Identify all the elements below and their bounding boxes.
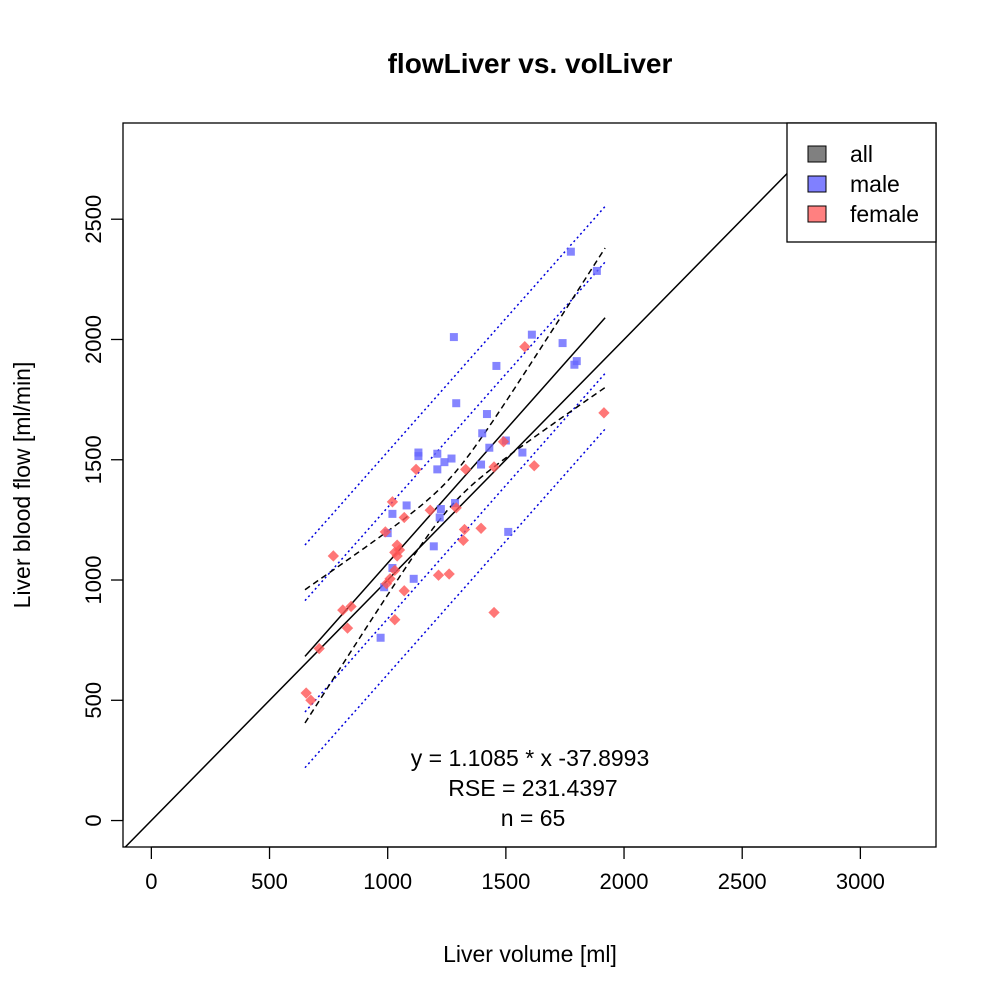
- point-male: [592, 266, 601, 275]
- point-female: [410, 463, 422, 476]
- point-male: [558, 339, 567, 348]
- x-tick-label: 500: [251, 869, 288, 894]
- legend-label-male: male: [850, 171, 900, 197]
- chart-title: flowLiver vs. volLiver: [388, 48, 673, 79]
- y-tick-label: 2500: [81, 195, 106, 244]
- point-female: [398, 511, 410, 524]
- point-female: [457, 534, 469, 546]
- prediction-band-line: [304, 428, 606, 769]
- point-male: [527, 330, 536, 339]
- x-axis: 0 500 1000 1500 2000 2500 3000: [145, 846, 885, 894]
- point-female: [300, 687, 312, 699]
- plot-lines-group: [124, 123, 838, 847]
- point-female: [598, 407, 610, 419]
- point-female: [450, 502, 462, 514]
- x-tick-label: 3000: [836, 869, 885, 894]
- y-tick-label: 2000: [81, 315, 106, 364]
- x-tick-label: 2000: [600, 869, 649, 894]
- point-female: [488, 461, 500, 473]
- point-male: [388, 509, 397, 518]
- y-tick-label: 1500: [81, 435, 106, 484]
- point-female: [389, 564, 401, 577]
- point-male: [435, 513, 444, 522]
- x-tick-label: 0: [145, 869, 157, 894]
- point-male: [429, 542, 438, 551]
- identity-line: [124, 123, 838, 847]
- y-tick-label: 1000: [81, 556, 106, 605]
- point-male: [570, 360, 579, 369]
- point-male: [518, 448, 527, 457]
- regression-equation: y = 1.1085 * x -37.8993: [411, 745, 649, 771]
- point-male: [449, 333, 458, 342]
- point-female: [443, 568, 455, 580]
- point-female: [460, 463, 472, 476]
- point-male: [482, 410, 491, 419]
- y-axis: 0 500 1000 1500 2000 2500: [81, 195, 124, 827]
- point-female: [519, 341, 531, 353]
- y-axis-label: Liver blood flow [ml/min]: [9, 362, 35, 609]
- point-female: [528, 460, 540, 472]
- point-male: [452, 399, 461, 408]
- x-axis-label: Liver volume [ml]: [443, 941, 617, 967]
- prediction-band-line: [304, 372, 606, 713]
- point-male: [440, 458, 449, 467]
- point-male: [492, 361, 501, 370]
- point-female: [475, 522, 487, 534]
- point-male: [436, 505, 445, 514]
- point-female: [305, 694, 317, 706]
- point-male: [451, 499, 460, 508]
- point-male: [380, 583, 389, 592]
- point-male: [402, 501, 411, 510]
- y-tick-label: 0: [81, 814, 106, 826]
- confidence-band-line: [304, 247, 606, 591]
- point-male: [433, 465, 442, 474]
- point-male: [477, 460, 486, 469]
- n-annotation: n = 65: [501, 805, 566, 831]
- point-female: [458, 523, 471, 536]
- legend: all male female: [786, 122, 937, 243]
- point-female: [424, 504, 436, 516]
- point-male: [409, 574, 418, 583]
- point-male: [504, 527, 513, 536]
- point-female: [488, 606, 500, 619]
- x-tick-label: 2500: [718, 869, 767, 894]
- point-female: [432, 569, 445, 581]
- point-male: [478, 429, 487, 438]
- point-female: [391, 550, 403, 562]
- point-female: [313, 642, 325, 655]
- point-male: [376, 633, 385, 642]
- rse-annotation: RSE = 231.4397: [448, 775, 617, 801]
- legend-swatch-all: [807, 145, 827, 163]
- regression-line: [304, 317, 606, 657]
- point-female: [341, 622, 354, 634]
- point-female: [497, 436, 510, 448]
- legend-label-all: all: [850, 141, 873, 167]
- point-male: [414, 452, 423, 461]
- point-female: [389, 614, 401, 626]
- point-male: [447, 454, 456, 463]
- point-female: [386, 496, 399, 508]
- x-tick-label: 1000: [363, 869, 412, 894]
- point-male: [566, 247, 575, 256]
- point-male: [485, 443, 494, 452]
- data-points-group: [300, 247, 610, 706]
- point-female: [345, 600, 357, 613]
- point-female: [337, 604, 349, 616]
- legend-label-female: female: [850, 201, 919, 227]
- point-female: [380, 577, 393, 590]
- prediction-band-line: [304, 205, 606, 546]
- point-male: [433, 449, 442, 458]
- point-female: [398, 585, 410, 597]
- legend-swatch-female: [807, 205, 827, 223]
- confidence-band-line: [304, 386, 606, 724]
- point-female: [379, 526, 391, 538]
- y-tick-label: 500: [81, 682, 106, 719]
- point-female: [327, 550, 339, 562]
- x-tick-label: 1500: [481, 869, 530, 894]
- legend-swatch-male: [807, 175, 827, 193]
- prediction-band-line: [304, 261, 606, 602]
